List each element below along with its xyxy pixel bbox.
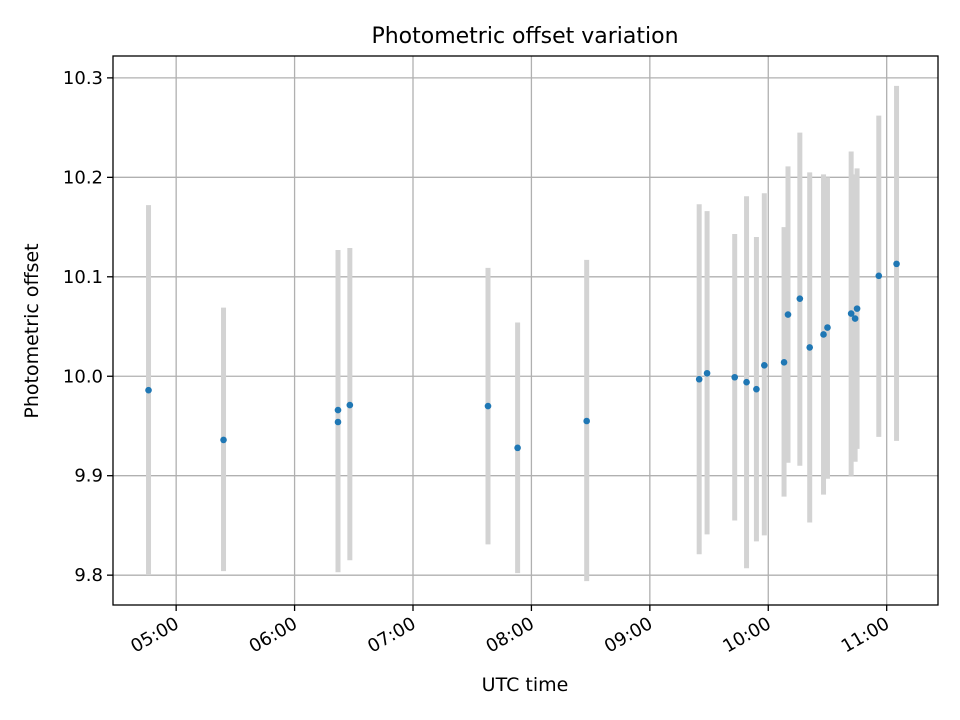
- y-tick-label: 10.1: [63, 267, 103, 288]
- x-tick-label: 10:00: [719, 613, 774, 657]
- data-point: [334, 406, 342, 414]
- data-point: [145, 386, 152, 394]
- data-point: [847, 310, 855, 317]
- data-point: [780, 359, 788, 366]
- plot-frame: [112, 55, 939, 606]
- data-point: [796, 295, 804, 302]
- x-tick-label: 11:00: [838, 613, 893, 657]
- data-point: [514, 444, 521, 452]
- y-tick-label: 9.8: [74, 565, 103, 586]
- data-point: [703, 369, 711, 377]
- data-point: [784, 311, 792, 318]
- data-point: [761, 362, 768, 369]
- data-point: [806, 344, 814, 351]
- x-axis: 05:00 06:00 07:00 08:00 09:00 10:00 11:00: [127, 605, 893, 657]
- data-point: [824, 324, 831, 331]
- data-point: [743, 378, 750, 386]
- chart-title: Photometric offset variation: [371, 24, 678, 49]
- data-point: [731, 373, 739, 381]
- data-point: [484, 402, 492, 410]
- data-point: [753, 385, 760, 393]
- data-point: [853, 305, 861, 312]
- y-tick-label: 9.9: [74, 466, 103, 487]
- y-tick-label: 10.2: [63, 167, 103, 188]
- data-points: [145, 260, 900, 452]
- y-tick-label: 10.0: [63, 366, 103, 387]
- x-tick-label: 06:00: [246, 613, 301, 657]
- data-point: [220, 436, 227, 444]
- x-axis-label: UTC time: [482, 674, 569, 696]
- y-axis: 9.8 9.9 10.0 10.1 10.2 10.3: [63, 68, 113, 586]
- data-point: [583, 417, 590, 425]
- error-bars: [146, 85, 900, 582]
- data-point: [875, 272, 883, 280]
- data-point: [851, 315, 859, 322]
- x-tick-label: 05:00: [127, 613, 182, 657]
- data-point: [695, 375, 703, 383]
- y-axis-label: Photometric offset: [21, 243, 43, 418]
- x-tick-label: 09:00: [601, 613, 656, 657]
- grid: [113, 56, 938, 605]
- data-point: [893, 260, 900, 268]
- x-tick-label: 07:00: [364, 613, 419, 657]
- y-tick-label: 10.3: [63, 68, 103, 89]
- data-point: [346, 401, 354, 409]
- x-tick-label: 08:00: [482, 613, 537, 657]
- data-point: [820, 331, 827, 338]
- data-point: [334, 418, 342, 426]
